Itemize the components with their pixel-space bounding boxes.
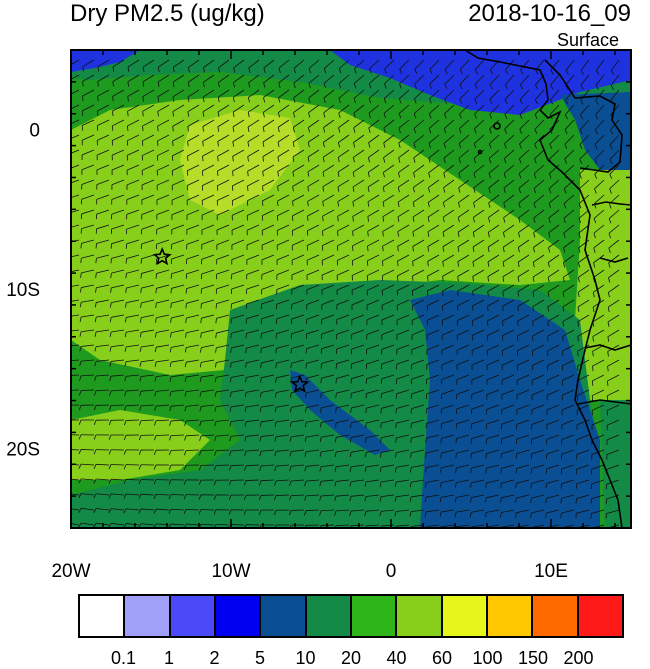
- colorbar-label: 0.1: [111, 648, 136, 669]
- colorbar-label: 2: [209, 648, 219, 669]
- y-tick-label: 20S: [6, 439, 40, 460]
- colorbar-swatch: [488, 596, 533, 636]
- colorbar-swatch: [80, 596, 125, 636]
- colorbar-swatch: [443, 596, 488, 636]
- colorbar: [78, 594, 624, 638]
- x-tick-label: 10E: [534, 561, 568, 582]
- x-tick-label: 10W: [211, 561, 250, 582]
- colorbar-swatch: [397, 596, 442, 636]
- y-tick-label: 10S: [6, 280, 40, 301]
- colorbar-swatch: [125, 596, 170, 636]
- colorbar-swatch: [307, 596, 352, 636]
- colorbar-label: 1: [164, 648, 174, 669]
- y-tick-label: 0: [29, 121, 40, 142]
- field-layer: [71, 50, 631, 528]
- colorbar-label: 150: [518, 648, 548, 669]
- colorbar-label: 200: [563, 648, 593, 669]
- colorbar-label: 5: [255, 648, 265, 669]
- colorbar-swatch: [261, 596, 306, 636]
- colorbar-swatch: [533, 596, 578, 636]
- colorbar-label: 20: [341, 648, 361, 669]
- colorbar-swatch: [352, 596, 397, 636]
- colorbar-label: 100: [472, 648, 502, 669]
- colorbar-label: 40: [386, 648, 406, 669]
- x-tick-label: 20W: [51, 561, 90, 582]
- colorbar-swatch: [171, 596, 216, 636]
- colorbar-label: 60: [432, 648, 452, 669]
- colorbar-swatch: [579, 596, 622, 636]
- colorbar-swatch: [216, 596, 261, 636]
- x-tick-label: 0: [386, 561, 397, 582]
- colorbar-label: 10: [295, 648, 315, 669]
